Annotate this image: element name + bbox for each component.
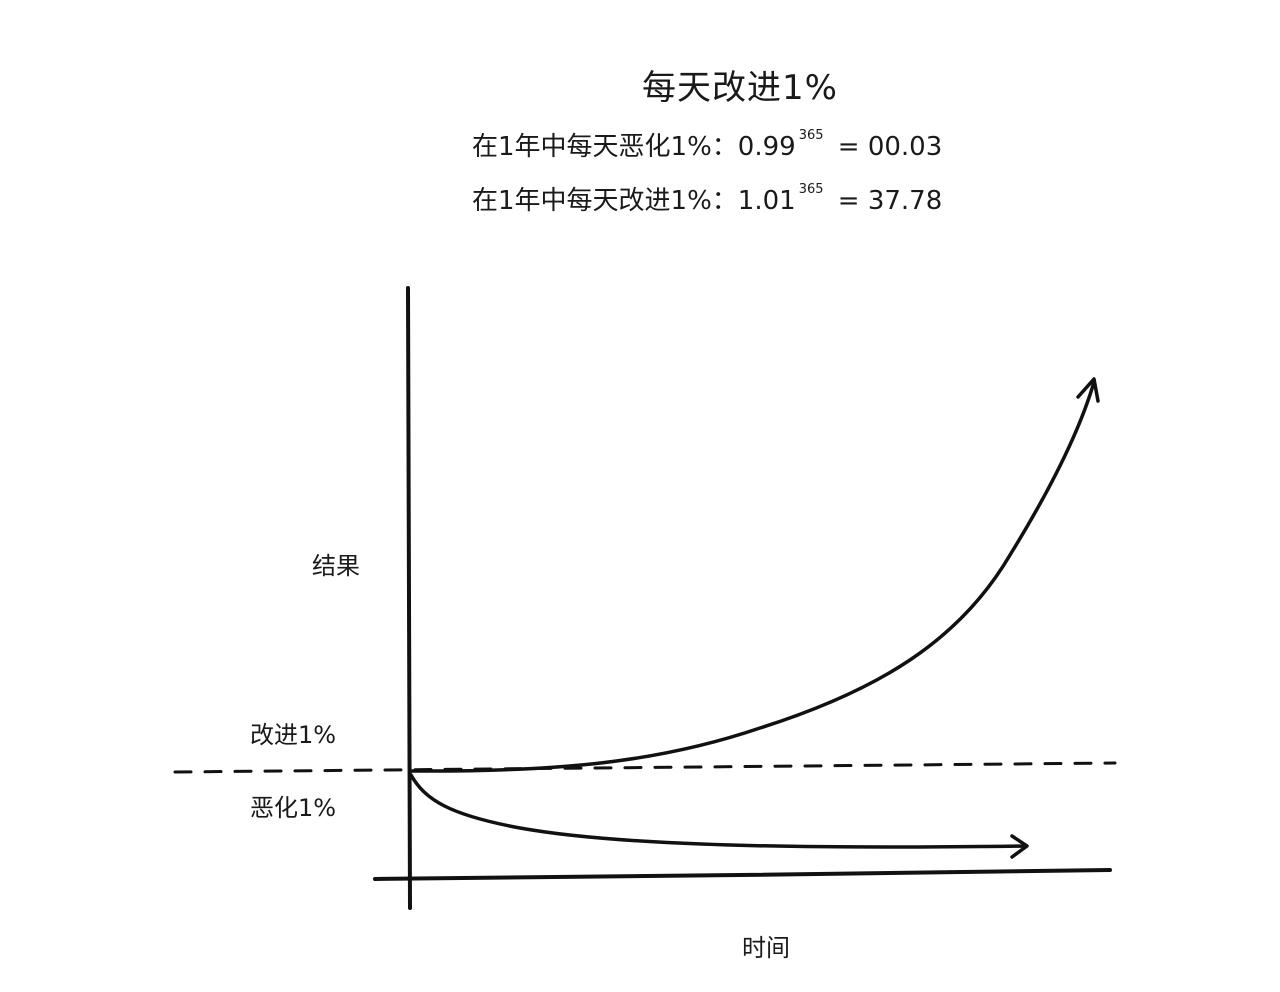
improve-curve-arrowhead: [1076, 377, 1100, 403]
improve-formula-label: 在1年中每天改进1%：: [472, 186, 738, 216]
worsen-formula-result: = 00.03: [829, 132, 943, 162]
worsen-curve-label: 恶化1%: [250, 794, 337, 822]
improve-formula-result: = 37.78: [829, 186, 943, 216]
worsen-formula: 在1年中每天恶化1%：0.99 365 = 00.03: [472, 126, 942, 163]
worsen-formula-exponent: 365: [798, 128, 824, 144]
worsen-formula-base: 0.99: [737, 132, 796, 162]
worsen-curve-arrowhead: [1010, 834, 1029, 859]
y-axis-label: 结果: [312, 552, 360, 580]
diagram-title: 每天改进1%: [642, 68, 838, 108]
improve-curve: [408, 380, 1096, 773]
improve-formula: 在1年中每天改进1%：1.01 365 = 37.78: [472, 180, 942, 217]
baseline-dashed-line: [173, 761, 1117, 774]
improve-formula-base: 1.01: [737, 186, 796, 216]
improve-formula-exponent: 365: [798, 182, 824, 198]
y-axis: [406, 286, 412, 910]
x-axis: [373, 868, 1112, 881]
improve-curve-label: 改进1%: [250, 721, 337, 749]
worsen-curve: [409, 773, 1028, 849]
x-axis-label: 时间: [742, 934, 790, 962]
worsen-formula-label: 在1年中每天恶化1%：: [472, 132, 738, 162]
